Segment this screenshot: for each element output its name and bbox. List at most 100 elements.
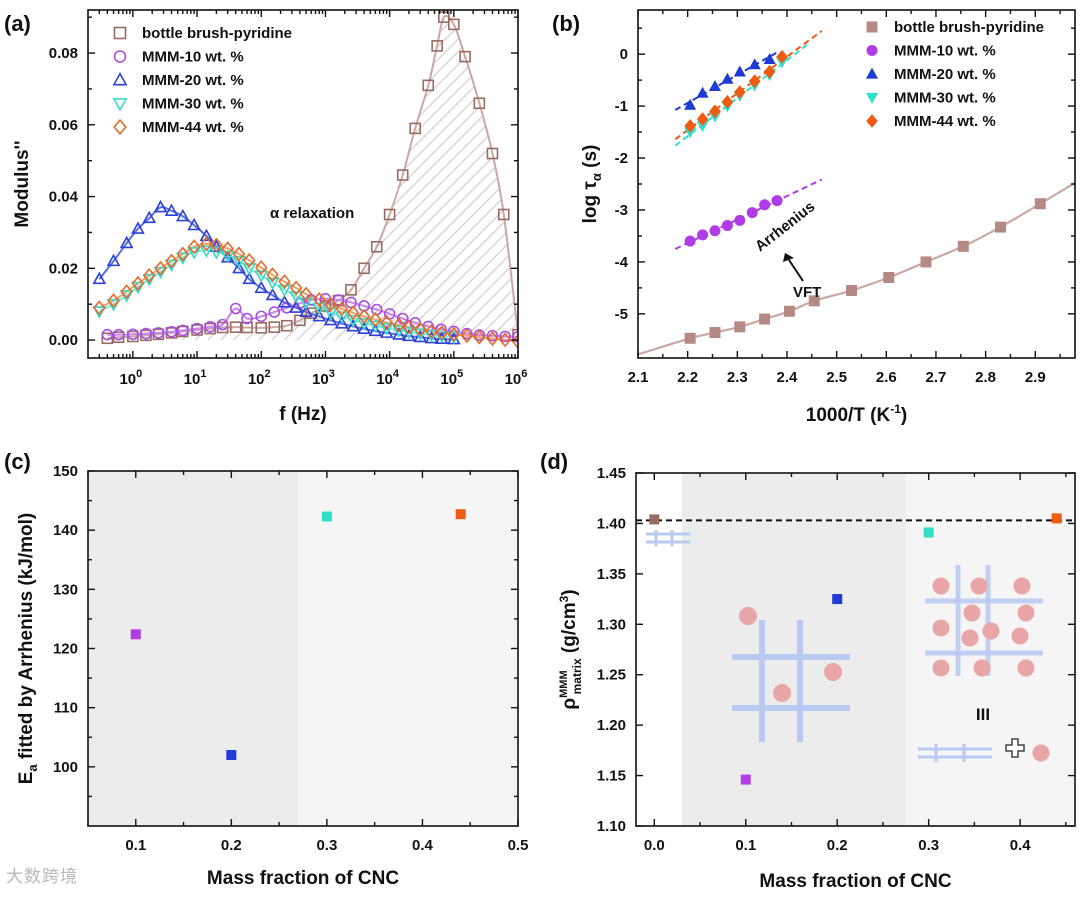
data-point-mmm44	[210, 237, 223, 253]
y-tick-label: 120	[53, 641, 78, 658]
schematic-particle	[1013, 577, 1031, 595]
y-tick-label: -5	[615, 306, 628, 323]
x-tick-label: 0.3	[918, 837, 939, 854]
data-point	[923, 527, 934, 538]
plot-frame	[87, 9, 519, 359]
data-point-mmm44	[154, 260, 167, 276]
data-point-bottle	[255, 322, 268, 334]
data-point-bottle_fill	[957, 240, 969, 252]
schematic-particle	[982, 622, 1000, 640]
legend-marker	[113, 50, 127, 63]
plus-icon	[1005, 738, 1025, 758]
data-point-bottle	[229, 321, 242, 333]
legend-label: MMM-10 wt. %	[894, 43, 996, 60]
data-point	[649, 514, 660, 525]
data-point-mmm30	[153, 266, 168, 280]
y-tick-label: 100	[53, 759, 78, 776]
data-point	[832, 594, 843, 605]
data-point-mmm10	[204, 320, 216, 333]
data-point-mmm10	[255, 310, 268, 323]
y-tick-label: 0.08	[49, 45, 78, 62]
data-point-bottle	[268, 321, 281, 333]
schematic-particle	[1011, 627, 1029, 645]
data-point-mmm44_fill	[734, 85, 746, 99]
data-point-mmm30	[312, 302, 327, 316]
x-tick-label: 0.2	[221, 837, 242, 854]
data-point-bottle_fill	[734, 321, 746, 333]
x-tick-label: 0.5	[508, 837, 529, 854]
data-point-mmm20	[175, 208, 190, 222]
data-point-mmm30	[175, 252, 190, 265]
x-tick-label: 101	[184, 368, 207, 388]
data-point-mmm44	[131, 275, 145, 291]
data-point-mmm20	[242, 271, 257, 285]
plot-area	[92, 11, 518, 349]
data-point-mmm10	[499, 330, 511, 343]
data-point-mmm20_fill	[696, 86, 709, 98]
data-point-bottle	[370, 240, 383, 253]
y-tick-label: 1.15	[597, 768, 626, 785]
data-point-mmm30	[392, 325, 406, 338]
y-tick-label: -3	[615, 202, 628, 219]
data-point-mmm10	[280, 301, 293, 314]
annotation-arrow-head	[783, 253, 794, 262]
data-point-mmm44	[402, 319, 416, 335]
data-point-bottle	[280, 319, 293, 332]
data-point-mmm30	[209, 247, 224, 260]
data-point-mmm44	[324, 297, 337, 313]
schematic-particle	[932, 619, 950, 637]
data-point-mmm30	[323, 307, 338, 320]
schematic-particle	[973, 659, 991, 677]
data-point-bottle_fill	[1034, 198, 1046, 210]
data-point-mmm20	[424, 330, 439, 344]
data-point-mmm20	[277, 294, 292, 308]
data-point-bottle	[422, 79, 435, 92]
data-point-bottle	[358, 262, 370, 275]
data-point-mmm44	[93, 300, 106, 316]
data-point-mmm30	[106, 299, 121, 312]
data-point-mmm44_fill	[721, 95, 734, 109]
x-tick-label: 105	[440, 368, 463, 388]
data-point-mmm10_fill	[759, 199, 771, 211]
data-point-mmm10	[448, 325, 460, 338]
data-point-mmm30	[402, 327, 416, 340]
data-point-mmm20	[106, 253, 121, 267]
data-point-bottle_fill	[995, 221, 1007, 233]
data-point-mmm20	[334, 316, 349, 329]
data-point-mmm44	[335, 301, 349, 317]
data-point-mmm20	[265, 287, 280, 301]
data-point-mmm20	[187, 217, 201, 231]
vft-fit-curve	[638, 181, 1075, 356]
data-point	[740, 774, 751, 785]
data-point-mmm30	[119, 290, 134, 303]
data-point-mmm30	[142, 274, 157, 287]
data-point-mmm10	[486, 329, 499, 342]
annotation-vft: VFT	[793, 284, 821, 301]
y-tick-label: 110	[54, 700, 78, 717]
y-tick-label: -4	[615, 254, 629, 271]
panel-a: 100 101 102 103 104 105 106 0.00 0.02 0.04 0.06 0.0…	[4, 9, 527, 425]
data-point-mmm44	[120, 284, 133, 300]
data-point-mmm30	[232, 256, 246, 269]
x-axis-title: 1000/T (K-1)	[806, 402, 907, 426]
data-point-mmm10	[165, 326, 178, 338]
data-point-bottle_fill	[883, 271, 895, 283]
legend-label: MMM-30 wt. %	[894, 90, 996, 107]
data-point-mmm20	[131, 221, 145, 234]
data-point-mmm44	[200, 236, 213, 252]
x-tick-label: 2.8	[975, 369, 996, 386]
schematic-particle	[970, 577, 988, 595]
x-axis-title: f (Hz)	[279, 404, 326, 425]
y-tick-label: 1.25	[597, 667, 626, 684]
schematic-particle	[1017, 604, 1035, 622]
x-tick-label: 2.6	[876, 369, 897, 386]
data-point-mmm30	[187, 247, 201, 260]
data-point-mmm30	[299, 297, 313, 310]
data-point-bottle_fill	[808, 295, 820, 307]
x-tick-label: 102	[248, 368, 271, 388]
data-point-mmm44	[221, 241, 234, 257]
data-point-mmm30	[357, 318, 371, 331]
data-point	[455, 509, 466, 520]
data-point-mmm20_fill	[733, 65, 746, 77]
schematic-particle	[773, 684, 791, 702]
